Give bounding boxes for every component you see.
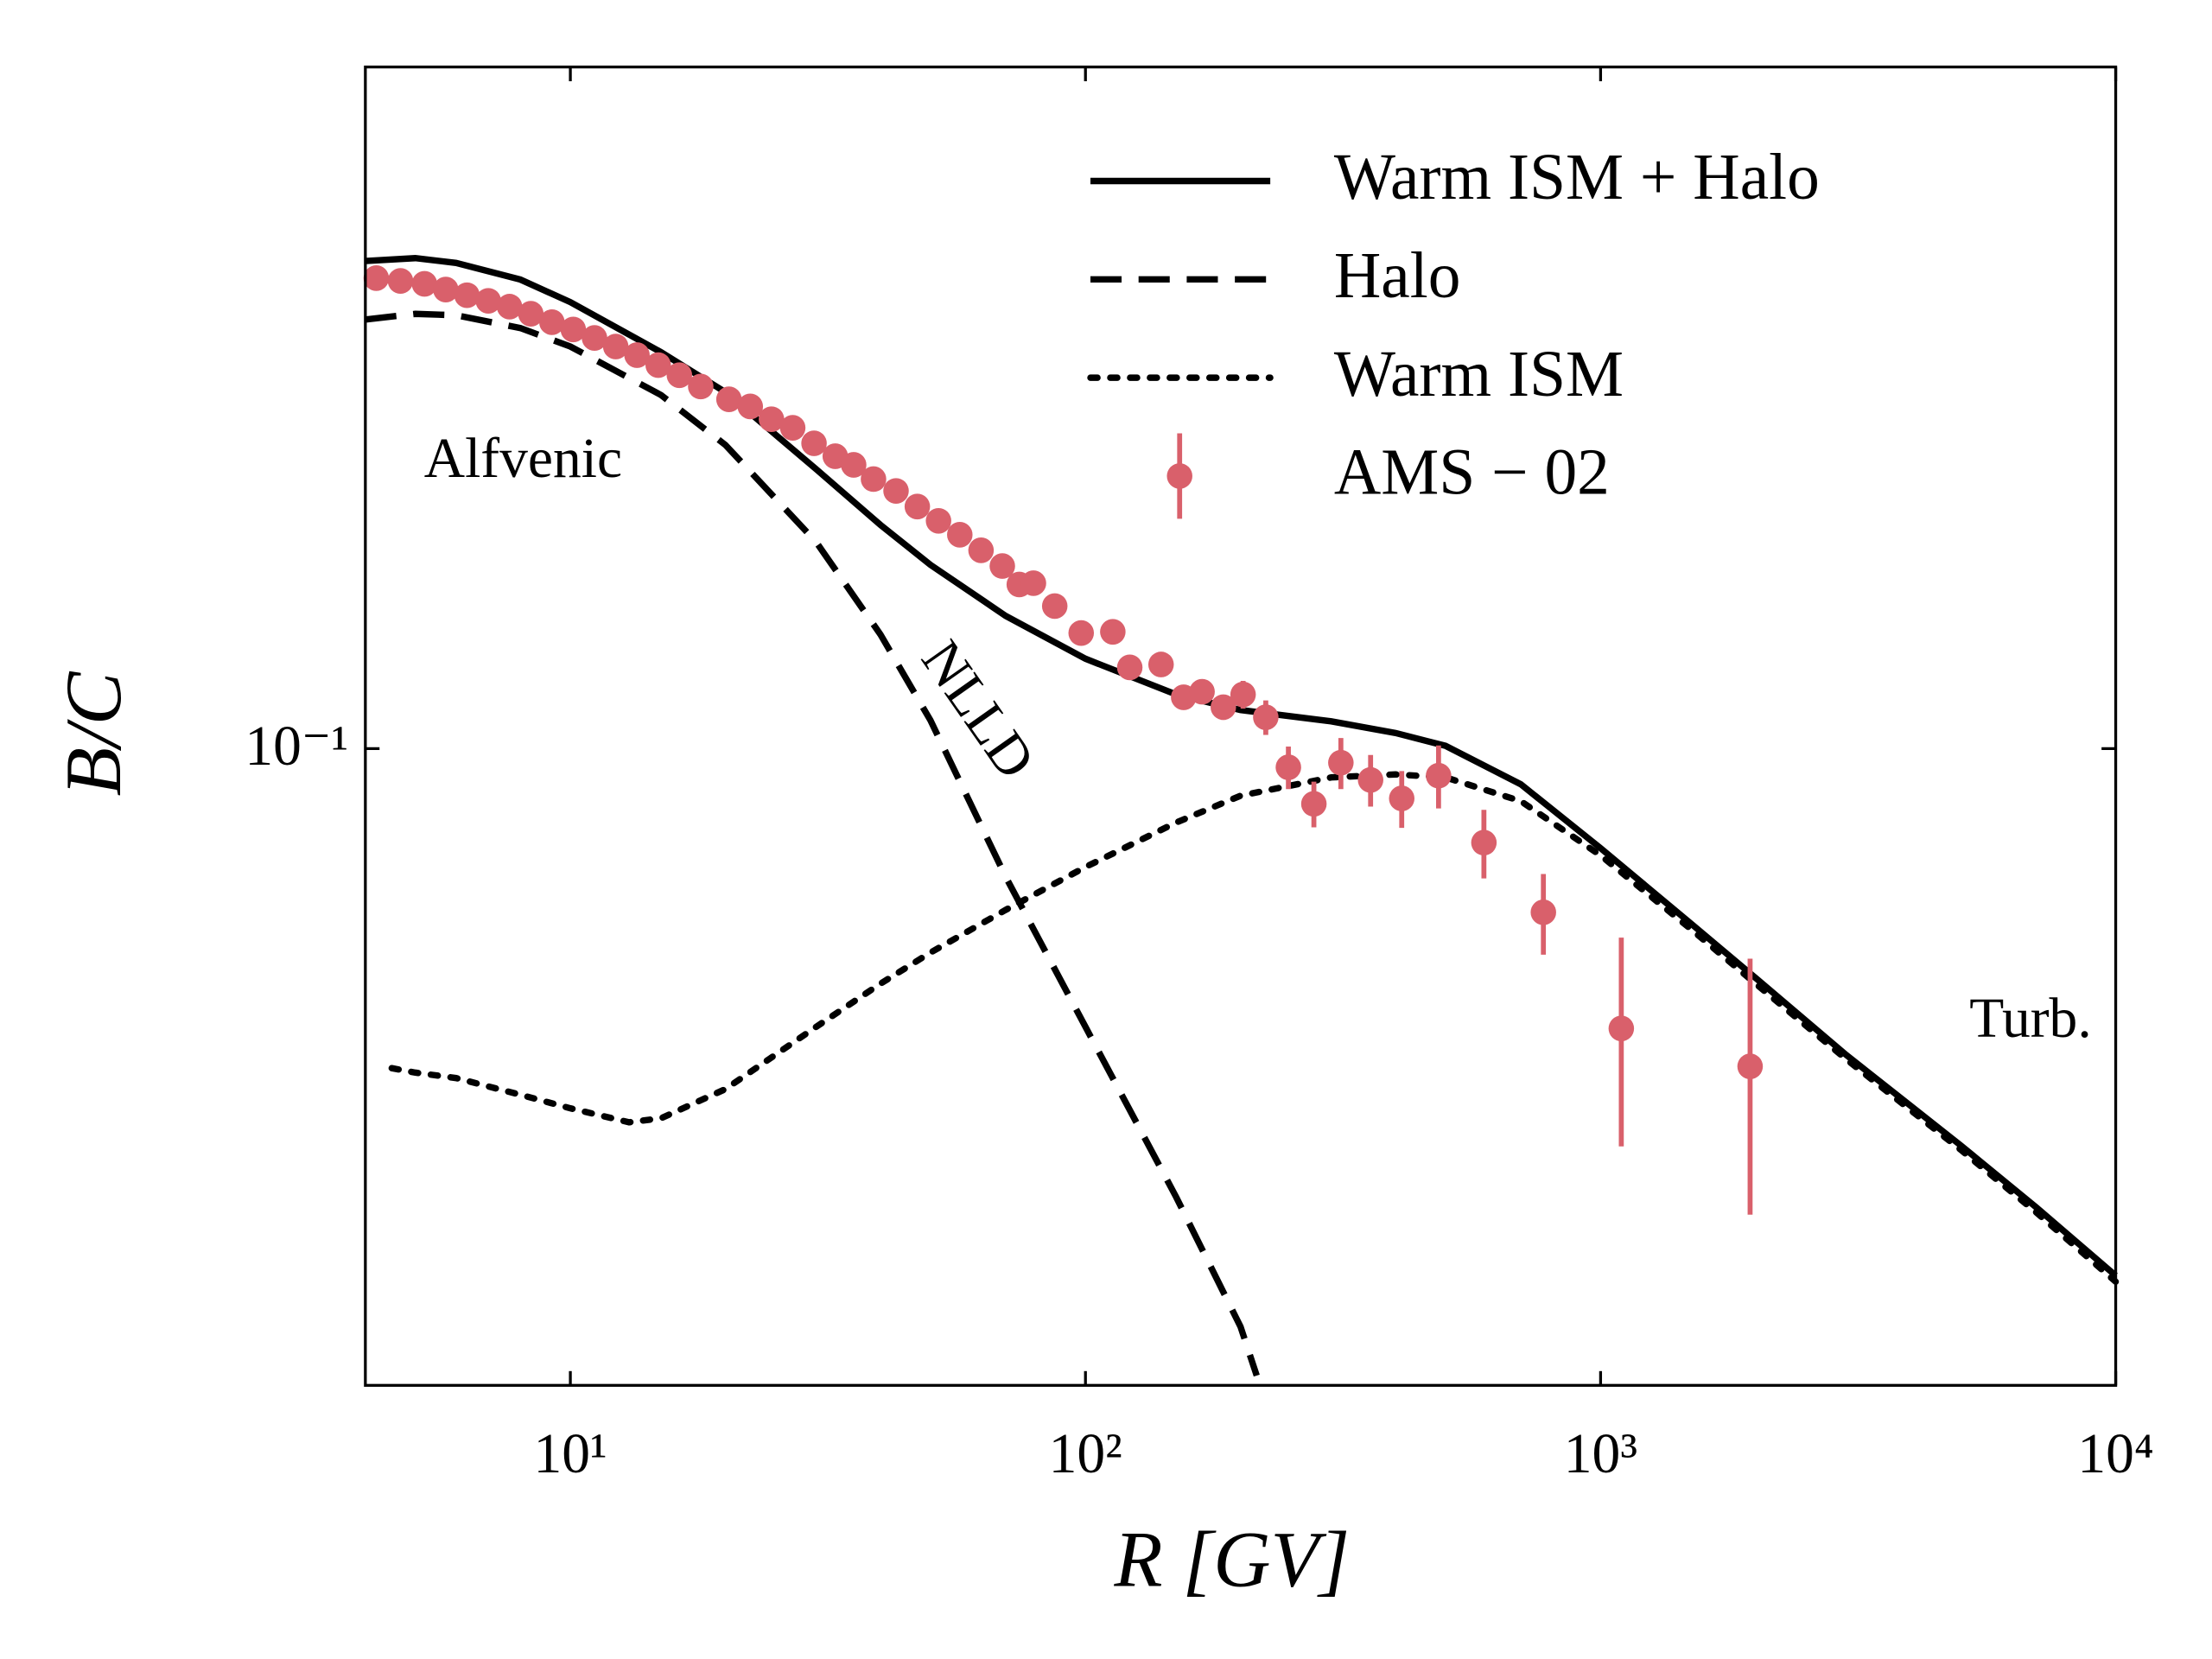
data-point bbox=[715, 386, 742, 412]
data-point bbox=[387, 268, 414, 294]
data-point bbox=[1020, 570, 1046, 596]
data-point bbox=[666, 362, 693, 389]
data-point bbox=[1230, 681, 1256, 708]
legend-marker bbox=[1166, 463, 1192, 489]
data-point bbox=[454, 282, 480, 308]
legend-label: Warm ISM + Halo bbox=[1334, 142, 1820, 213]
data-point bbox=[1253, 704, 1279, 730]
legend-label: Warm ISM bbox=[1334, 339, 1624, 410]
axes-frame bbox=[364, 65, 2118, 1387]
data-point bbox=[624, 342, 650, 368]
data-point bbox=[989, 553, 1015, 579]
plot-area bbox=[363, 255, 2120, 1377]
y-axis-label: B/C bbox=[49, 671, 137, 796]
x-tick-label: 10³ bbox=[1564, 1422, 1637, 1485]
x-tick-label: 10² bbox=[1049, 1422, 1122, 1485]
y-tick-label: 10⁻¹ bbox=[245, 715, 348, 778]
data-point bbox=[1357, 766, 1383, 793]
data-point bbox=[1608, 1015, 1635, 1042]
x-tick-label: 10¹ bbox=[533, 1422, 607, 1485]
data-point bbox=[737, 393, 764, 420]
data-point bbox=[1328, 749, 1354, 776]
data-point bbox=[841, 452, 867, 478]
legend-label: AMS − 02 bbox=[1334, 436, 1610, 508]
legend-label: Halo bbox=[1334, 240, 1461, 312]
data-point bbox=[1275, 754, 1301, 780]
data-point bbox=[688, 373, 714, 400]
data-point bbox=[1100, 619, 1126, 645]
data-point bbox=[363, 265, 390, 291]
data-point bbox=[475, 288, 501, 315]
data-point bbox=[1116, 654, 1143, 681]
data-point bbox=[779, 415, 806, 441]
data-point bbox=[1068, 620, 1095, 646]
annotation: Turb. bbox=[1969, 987, 2091, 1050]
data-point bbox=[602, 334, 629, 359]
x-axis-label: R [GV] bbox=[1113, 1515, 1350, 1603]
data-point bbox=[861, 466, 887, 493]
data-point bbox=[801, 430, 827, 456]
data-point bbox=[883, 478, 909, 505]
data-point bbox=[904, 493, 931, 520]
data-point bbox=[496, 294, 523, 320]
data-point bbox=[759, 406, 785, 433]
data-point bbox=[1211, 694, 1236, 721]
x-tick-label: 10⁴ bbox=[2077, 1422, 2153, 1485]
data-point bbox=[1530, 899, 1556, 925]
data-point bbox=[968, 537, 995, 563]
data-point bbox=[1426, 762, 1452, 789]
data-point bbox=[518, 301, 544, 327]
data-point bbox=[645, 352, 671, 378]
data-point bbox=[539, 309, 565, 335]
data-point bbox=[1471, 830, 1497, 856]
line-series bbox=[388, 771, 2120, 1286]
data-point bbox=[411, 270, 438, 297]
data-point bbox=[1189, 678, 1215, 705]
line-series bbox=[365, 310, 1260, 1377]
data-point bbox=[1300, 791, 1327, 817]
data-point bbox=[1389, 785, 1414, 811]
data-point bbox=[433, 276, 459, 302]
data-point bbox=[925, 507, 951, 534]
data-point bbox=[1041, 593, 1068, 620]
data-point bbox=[582, 325, 607, 351]
annotation: NLLD bbox=[909, 629, 1047, 790]
annotation: Alfvenic bbox=[424, 427, 622, 490]
data-point bbox=[560, 316, 587, 343]
data-point bbox=[1737, 1053, 1764, 1079]
data-point bbox=[1147, 652, 1174, 677]
data-point bbox=[947, 522, 973, 548]
